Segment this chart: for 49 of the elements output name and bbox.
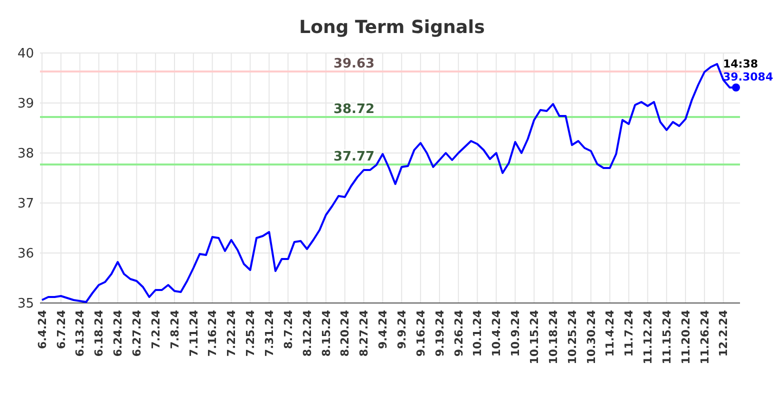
x-tick-label: 8.15.24 — [320, 310, 333, 357]
x-tick-label: 11.7.24 — [622, 310, 636, 357]
x-tick-label: 6.27.24 — [130, 310, 144, 357]
x-tick-label: 7.31.24 — [262, 310, 276, 357]
x-tick-label: 9.19.24 — [433, 310, 446, 357]
x-tick-label: 10.4.24 — [490, 310, 504, 357]
x-tick-label: 9.4.24 — [376, 310, 390, 349]
y-tick-label: 36 — [17, 246, 34, 262]
y-tick-label: 39 — [17, 96, 34, 112]
x-tick-label: 11.4.24 — [604, 310, 617, 357]
annotation: 14:38 — [723, 58, 758, 70]
x-tick-label: 6.13.24 — [74, 310, 87, 357]
ref-line-label: 37.77 — [333, 150, 375, 164]
x-tick-label: 9.16.24 — [414, 310, 428, 357]
x-tick-label: 6.18.24 — [92, 310, 106, 357]
x-tick-label: 10.15.24 — [528, 310, 541, 364]
x-tick-label: 10.9.24 — [509, 310, 522, 357]
x-tick-label: 10.25.24 — [566, 310, 579, 364]
y-tick-label: 38 — [17, 146, 34, 162]
chart-title: Long Term Signals — [299, 17, 485, 38]
x-tick-label: 11.12.24 — [642, 310, 655, 364]
x-tick-label: 9.9.24 — [395, 310, 408, 349]
y-tick-label: 40 — [17, 46, 34, 62]
x-tick-label: 12.2.24 — [717, 310, 730, 357]
x-tick-label: 7.8.24 — [168, 310, 182, 349]
y-tick-label: 35 — [17, 296, 34, 312]
x-tick-label: 10.18.24 — [546, 310, 560, 364]
x-tick-label: 7.2.24 — [149, 310, 162, 349]
x-tick-label: 7.22.24 — [225, 310, 238, 357]
x-tick-label: 7.16.24 — [206, 310, 220, 357]
x-tick-label: 8.7.24 — [282, 310, 295, 349]
x-tick-label: 7.25.24 — [244, 310, 258, 357]
x-tick-label: 11.20.24 — [679, 310, 692, 364]
x-tick-label: 6.4.24 — [36, 310, 49, 349]
x-tick-label: 10.30.24 — [584, 310, 598, 364]
x-tick-label: 6.24.24 — [112, 310, 125, 357]
x-tick-label: 10.1.24 — [471, 310, 484, 357]
x-tick-label: 8.12.24 — [300, 310, 314, 357]
y-tick-label: 37 — [17, 196, 34, 212]
x-tick-label: 11.26.24 — [698, 310, 712, 364]
x-tick-label: 11.15.24 — [660, 310, 674, 364]
x-tick-label: 8.27.24 — [358, 310, 371, 357]
ref-line-label: 39.63 — [333, 56, 375, 72]
x-tick-label: 7.11.24 — [187, 310, 200, 357]
x-tick-label: 8.20.24 — [338, 310, 352, 357]
x-tick-label: 9.26.24 — [452, 310, 466, 357]
ref-line-label: 38.72 — [333, 102, 375, 117]
x-tick-label: 6.7.24 — [54, 310, 68, 349]
annotation: 39.3084 — [723, 70, 774, 84]
